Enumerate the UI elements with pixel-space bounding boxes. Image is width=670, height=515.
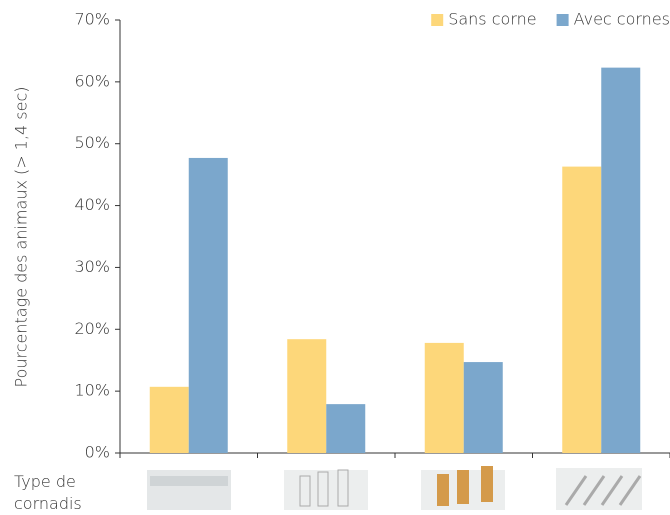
icon xyxy=(457,470,469,504)
x-axis-label: Type de cornadis xyxy=(14,472,82,513)
icon xyxy=(437,474,449,506)
bar xyxy=(149,386,189,453)
y-tick-label: 30% xyxy=(74,257,110,276)
y-tick-label: 10% xyxy=(74,381,110,400)
bar xyxy=(601,67,641,453)
bar xyxy=(562,166,602,453)
icon xyxy=(317,471,329,507)
legend-label: Avec cornes xyxy=(574,10,670,29)
bar xyxy=(424,342,464,453)
y-tick-label: 50% xyxy=(74,133,110,152)
bar xyxy=(326,404,366,453)
legend-swatch xyxy=(556,14,569,26)
icon xyxy=(337,469,349,507)
icon xyxy=(299,475,311,507)
legend-swatch xyxy=(431,14,444,26)
bar xyxy=(287,339,327,453)
bar xyxy=(463,362,503,453)
legend-label: Sans corne xyxy=(448,10,536,29)
icon xyxy=(556,468,642,510)
bar xyxy=(188,157,228,454)
icon xyxy=(150,476,228,486)
y-tick-label: 0% xyxy=(85,443,110,462)
y-tick-label: 20% xyxy=(74,319,110,338)
icon xyxy=(481,466,493,502)
cornadis-icons xyxy=(147,466,642,510)
y-tick-label: 40% xyxy=(74,195,110,214)
y-tick-label: 60% xyxy=(74,71,110,90)
y-tick-label: 70% xyxy=(74,10,110,29)
icon xyxy=(284,470,368,510)
icon xyxy=(564,475,642,506)
y-axis-label: Pourcentage des animaux (> 1,4 sec) xyxy=(12,86,31,387)
